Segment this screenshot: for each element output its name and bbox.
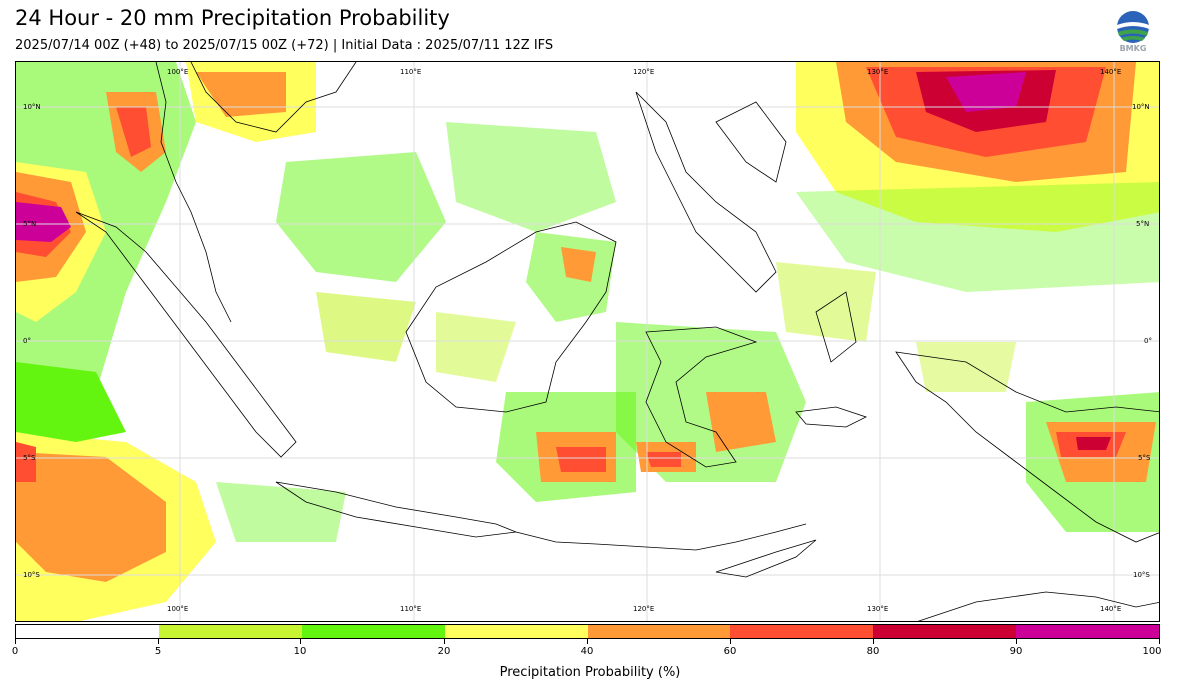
lon-label: 110°E	[400, 68, 422, 76]
colorbar-tick	[300, 639, 301, 644]
colorbar-tick	[873, 639, 874, 644]
colorbar-tick	[15, 639, 16, 644]
lon-label: 140°E	[1100, 605, 1122, 613]
logo-text: BMKG	[1119, 44, 1147, 53]
colorbar-tick-label: 0	[11, 646, 19, 657]
lon-label: 130°E	[867, 68, 889, 76]
graticule	[16, 62, 1159, 621]
colorbar-segment	[730, 625, 874, 638]
precipitation-map: 100°E 110°E 120°E 130°E 140°E 100°E 110°…	[15, 61, 1160, 622]
colorbar	[15, 624, 1160, 639]
lon-label: 120°E	[633, 605, 655, 613]
colorbar-tick-label: 40	[580, 646, 594, 657]
colorbar-tick-label: 80	[866, 646, 880, 657]
lat-label: 10°S	[1133, 571, 1150, 579]
lat-label: 10°S	[23, 571, 40, 579]
colorbar-segment	[444, 625, 588, 638]
colorbar-label: Precipitation Probability (%)	[0, 665, 1180, 680]
map-canvas	[16, 62, 1159, 621]
colorbar-segment	[301, 625, 445, 638]
colorbar-tick	[730, 639, 731, 644]
lon-label: 140°E	[1100, 68, 1122, 76]
colorbar-segment	[587, 625, 731, 638]
colorbar-tick	[587, 639, 588, 644]
colorbar-tick-label: 5	[154, 646, 162, 657]
lon-label: 110°E	[400, 605, 422, 613]
lat-label: 5°N	[23, 220, 37, 228]
colorbar-tick-label: 90	[1009, 646, 1023, 657]
colorbar-tick	[1159, 639, 1160, 644]
lon-label: 100°E	[167, 68, 189, 76]
colorbar-tick	[1016, 639, 1017, 644]
colorbar-tick-label: 100	[1142, 646, 1162, 657]
lat-label: 5°N	[1136, 220, 1150, 228]
colorbar-tick-label: 60	[723, 646, 737, 657]
colorbar-segment	[873, 625, 1017, 638]
coastlines	[75, 62, 1159, 621]
map-subtitle: 2025/07/14 00Z (+48) to 2025/07/15 00Z (…	[15, 38, 554, 53]
lat-label: 0°	[1144, 337, 1152, 345]
colorbar-tick-label: 10	[293, 646, 307, 657]
colorbar-segment	[1016, 625, 1159, 638]
colorbar-segment	[158, 625, 302, 638]
colorbar-tick	[158, 639, 159, 644]
lon-label: 100°E	[167, 605, 189, 613]
colorbar-tick-label: 20	[437, 646, 451, 657]
lat-label: 10°N	[1132, 103, 1150, 111]
lat-label: 0°	[23, 337, 31, 345]
lat-label: 5°S	[23, 454, 36, 462]
precip-patches	[16, 62, 1159, 621]
lat-label: 5°S	[1138, 454, 1151, 462]
lon-label: 130°E	[867, 605, 889, 613]
lon-label: 120°E	[633, 68, 655, 76]
lat-label: 10°N	[23, 103, 41, 111]
colorbar-tick	[444, 639, 445, 644]
bmkg-logo-icon	[1113, 10, 1153, 56]
colorbar-segment	[16, 625, 159, 638]
colorbar-label-text: Precipitation Probability (%)	[499, 665, 681, 680]
map-title: 24 Hour - 20 mm Precipitation Probabilit…	[15, 6, 450, 30]
